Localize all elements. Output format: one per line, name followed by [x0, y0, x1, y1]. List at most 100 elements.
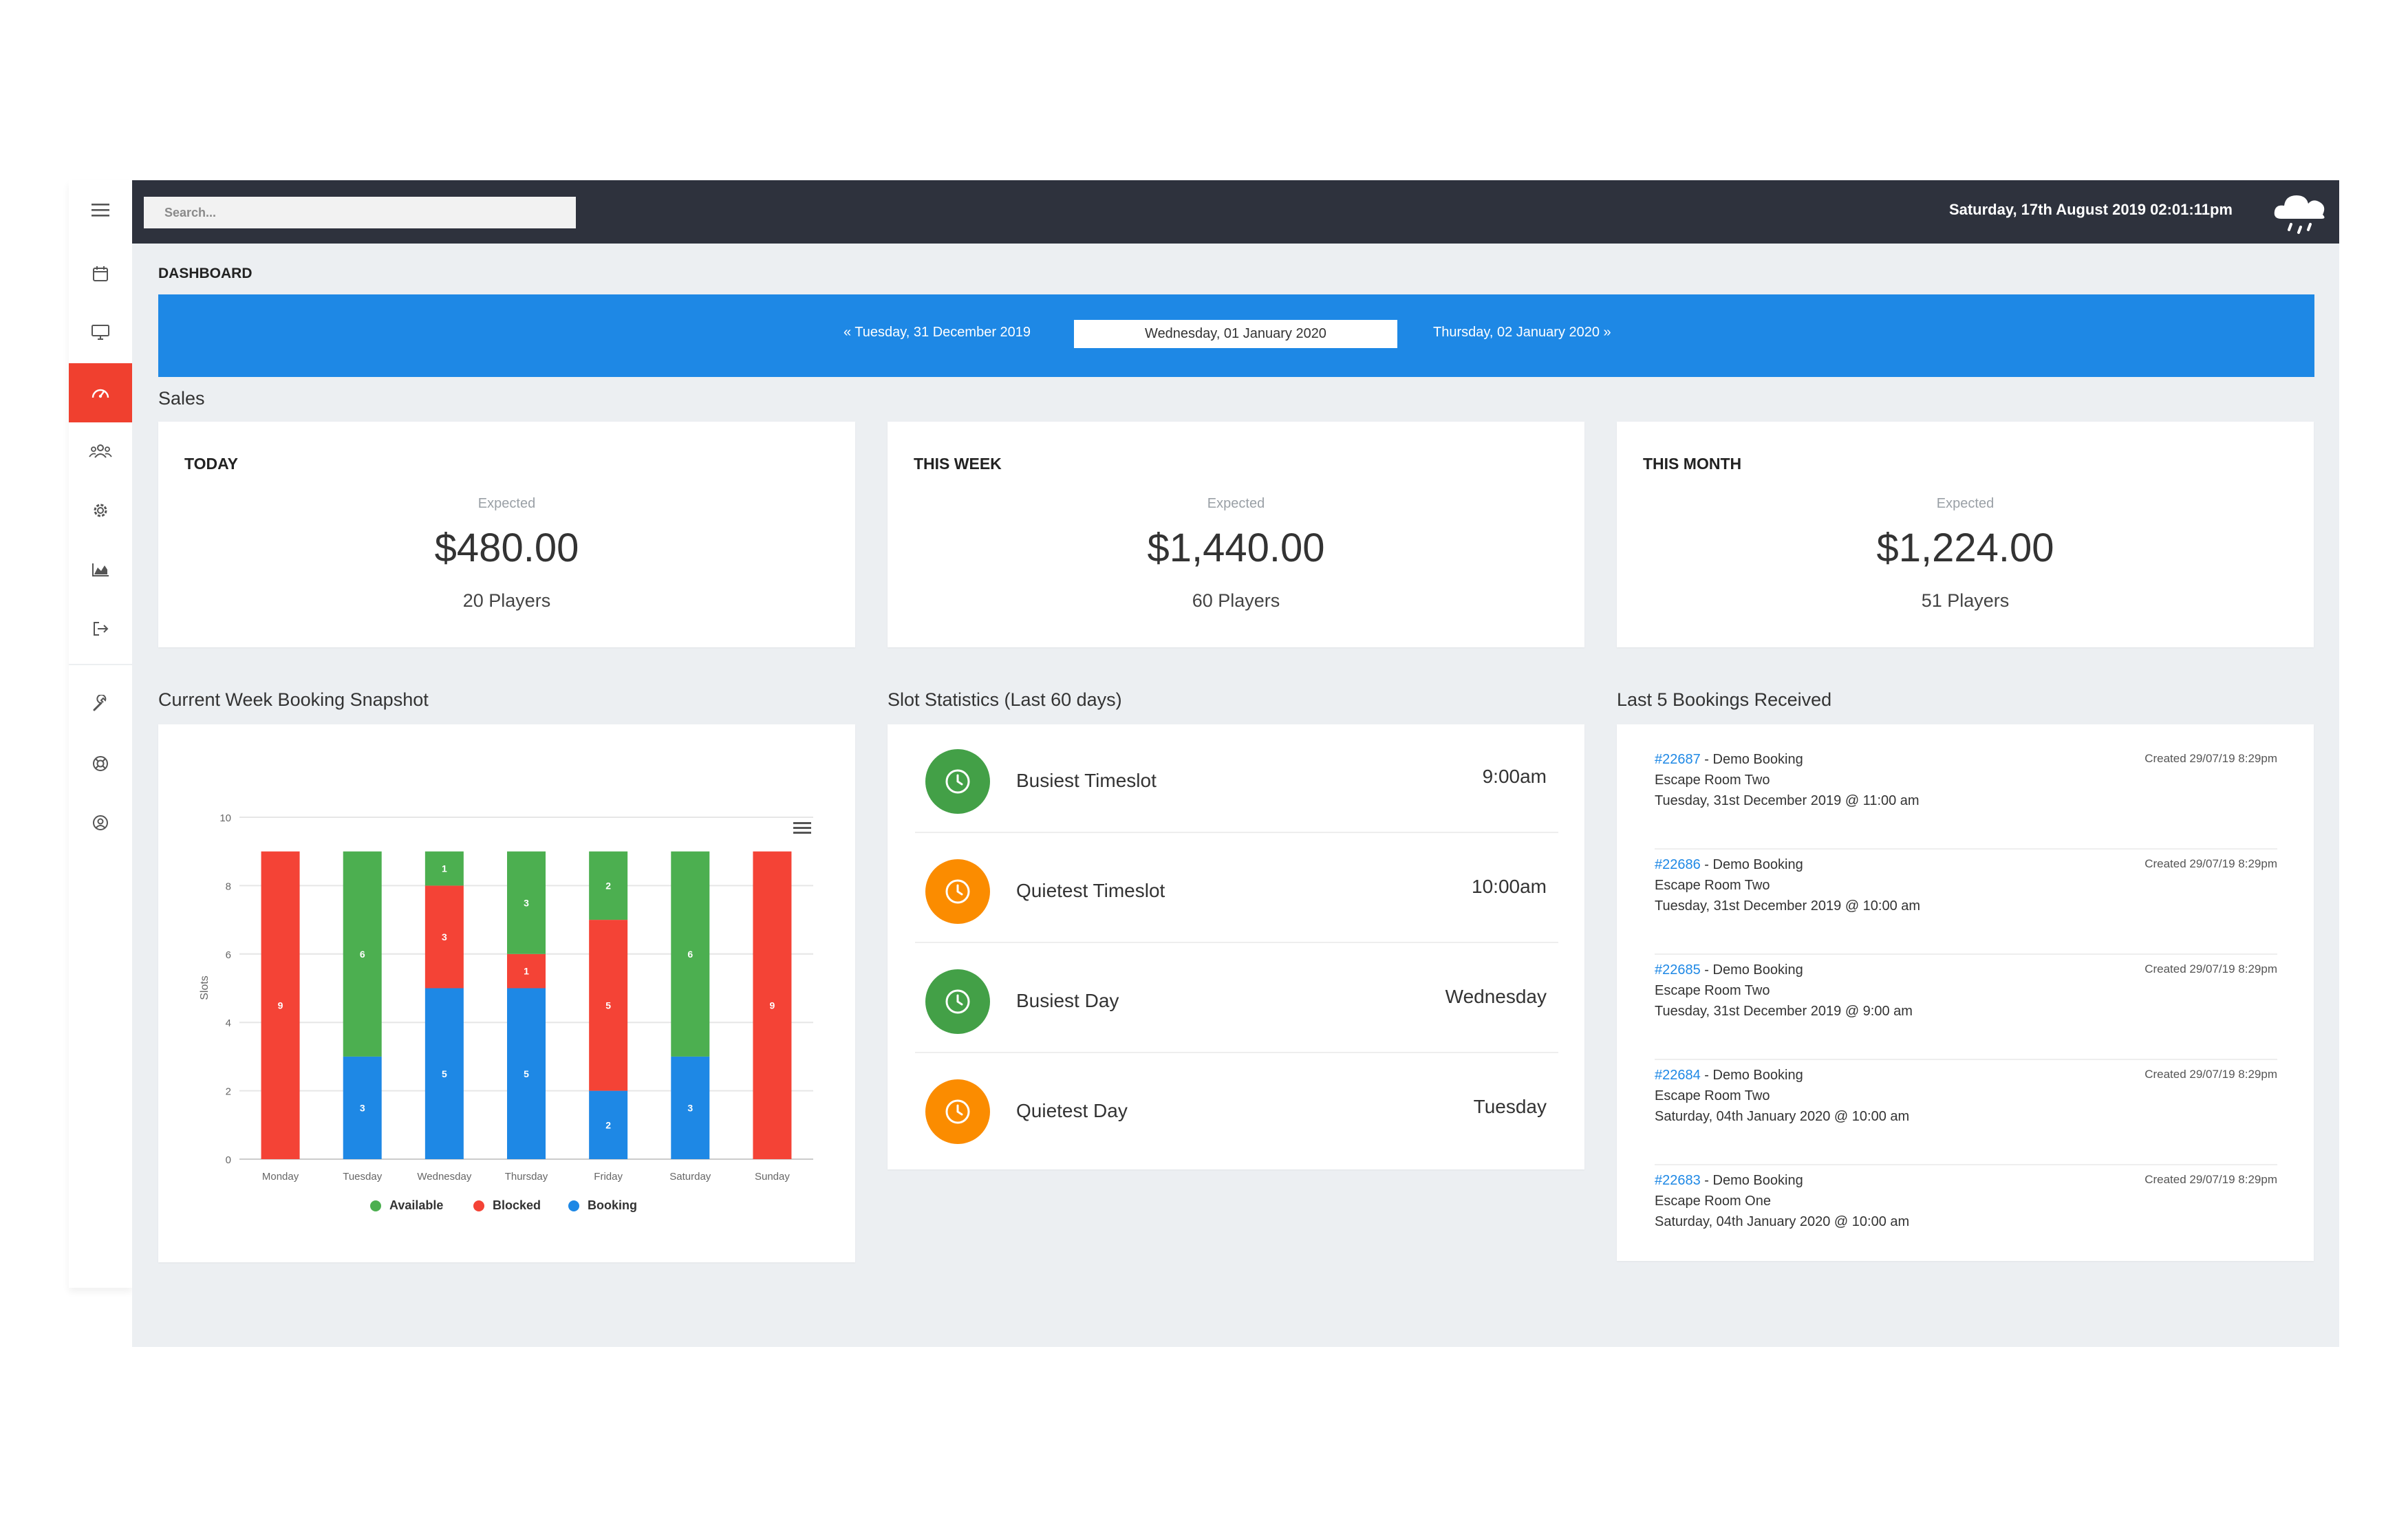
booking-title: - Demo Booking: [1700, 962, 1803, 978]
clock-icon: [945, 769, 970, 794]
booking-snapshot-card: 0 2 4 6 8 10 Slots 9 Monday 3 6 Tuesday 5 3 1 Wednesday…: [158, 724, 855, 1262]
stat-icon-circle: [925, 1079, 990, 1144]
sidebar-item-users[interactable]: [69, 422, 132, 481]
booking-room: Escape Room Two: [1655, 878, 1770, 893]
bar-data-label: 2: [605, 1119, 611, 1130]
booking-room: Escape Room Two: [1655, 983, 1770, 998]
sales-amount: $480.00: [434, 526, 579, 570]
row-divider: [1655, 1164, 2277, 1165]
bar-data-label: 5: [605, 1000, 611, 1011]
x-tick-label: Saturday: [669, 1171, 711, 1183]
stat-busiest-timeslot: Busiest Timeslot 9:00am: [915, 724, 1558, 833]
stat-icon-circle: [925, 749, 990, 814]
legend-item-blocked[interactable]: Blocked: [473, 1198, 541, 1213]
row-divider: [915, 832, 1558, 833]
previous-date-link[interactable]: « Tuesday, 31 December 2019: [843, 325, 1031, 340]
booking-id-link[interactable]: #22687: [1655, 752, 1701, 767]
booking-created: Created 29/07/19 8:29pm: [2144, 752, 2277, 765]
booking-time: Saturday, 04th January 2020 @ 10:00 am: [1655, 1214, 1910, 1229]
current-date[interactable]: Wednesday, 01 January 2020: [1074, 320, 1397, 348]
bar-data-label: 9: [278, 1000, 283, 1011]
y-tick-label: 4: [226, 1017, 231, 1029]
bar-segment-available: [343, 851, 382, 1057]
stat-label: Busiest Timeslot: [1016, 770, 1157, 791]
current-datetime: Saturday, 17th August 2019 02:01:11pm: [1948, 201, 2233, 218]
booking-item[interactable]: #22684 - Demo Booking Escape Room Two Sa…: [1655, 1061, 2277, 1165]
booking-title-line: #22686 - Demo Booking: [1655, 857, 1803, 873]
sidebar-item-logout[interactable]: [69, 599, 132, 658]
booking-title: - Demo Booking: [1700, 1068, 1803, 1083]
sidebar-item-reports[interactable]: [69, 540, 132, 599]
booking-room: Escape Room Two: [1655, 1088, 1770, 1103]
booking-id-link[interactable]: #22683: [1655, 1173, 1701, 1188]
legend-label: Blocked: [493, 1198, 541, 1212]
bar-segment-booking: [507, 988, 546, 1159]
sidebar-item-account[interactable]: [69, 793, 132, 852]
y-tick-label: 10: [219, 812, 231, 824]
recent-bookings-card: #22687 - Demo Booking Escape Room Two Tu…: [1617, 724, 2314, 1261]
x-tick-label: Wednesday: [417, 1171, 471, 1183]
bar-segment-available: [671, 851, 710, 1057]
sales-card-today: TODAY Expected $480.00 20 Players: [158, 422, 855, 647]
bar-data-label: 2: [605, 880, 611, 891]
y-tick-label: 0: [226, 1154, 231, 1166]
booking-title: - Demo Booking: [1700, 752, 1803, 767]
sidebar-menu-toggle[interactable]: [69, 180, 132, 239]
stat-value: Tuesday: [1473, 1096, 1547, 1117]
booking-id-link[interactable]: #22684: [1655, 1068, 1701, 1083]
legend-item-booking[interactable]: Booking: [568, 1198, 637, 1213]
stat-label: Quietest Day: [1016, 1100, 1128, 1121]
bar-segment-booking: [343, 1056, 382, 1159]
sidebar-item-monitor[interactable]: [69, 303, 132, 362]
sidebar-item-dashboard[interactable]: [69, 363, 132, 422]
sidebar-item-settings[interactable]: [69, 481, 132, 540]
booking-created: Created 29/07/19 8:29pm: [2144, 857, 2277, 870]
booking-snapshot-chart: 0 2 4 6 8 10 Slots 9 Monday 3 6 Tuesday 5 3 1 Wednesday…: [199, 812, 813, 1183]
booking-time: Saturday, 04th January 2020 @ 10:00 am: [1655, 1109, 1910, 1124]
stats-section-title: Slot Statistics (Last 60 days): [888, 689, 1122, 710]
bar-segment-available: [424, 851, 464, 886]
bar-segment-booking: [424, 988, 464, 1159]
stat-busiest-day: Busiest Day Wednesday: [915, 945, 1558, 1053]
bar-data-label: 1: [524, 966, 529, 977]
booking-item[interactable]: #22683 - Demo Booking Escape Room One Sa…: [1655, 1166, 2277, 1271]
snapshot-section-title: Current Week Booking Snapshot: [158, 689, 429, 710]
sales-card-this-week: THIS WEEK Expected $1,440.00 60 Players: [888, 422, 1584, 647]
booking-id-link[interactable]: #22685: [1655, 962, 1701, 978]
sales-card-label: TODAY: [184, 455, 238, 473]
booking-id-link[interactable]: #22686: [1655, 857, 1701, 872]
bar-segment-available: [589, 851, 628, 920]
legend-item-available[interactable]: Available: [370, 1198, 443, 1213]
expected-label: Expected: [1936, 496, 1995, 511]
players-count: 51 Players: [1921, 590, 2010, 611]
row-divider: [1655, 953, 2277, 955]
booking-title: - Demo Booking: [1700, 1173, 1803, 1188]
booking-item[interactable]: #22687 - Demo Booking Escape Room Two Tu…: [1655, 745, 2277, 850]
row-divider: [915, 1052, 1558, 1053]
x-tick-label: Monday: [262, 1171, 299, 1183]
sales-section-title: Sales: [158, 388, 205, 409]
chart-menu-icon[interactable]: [793, 820, 812, 835]
bar-segment-blocked: [424, 885, 464, 989]
stat-value: 9:00am: [1482, 766, 1547, 787]
sidebar-item-tools[interactable]: [69, 674, 132, 733]
dashboard-gauge-icon: [92, 389, 109, 398]
next-date-link[interactable]: Thursday, 02 January 2020 »: [1433, 325, 1611, 340]
legend-marker: [473, 1200, 484, 1211]
calendar-icon: [93, 266, 108, 281]
sidebar-item-calendar[interactable]: [69, 244, 132, 303]
sidebar-item-support[interactable]: [69, 734, 132, 793]
bar-data-label: 6: [687, 949, 693, 960]
y-tick-label: 2: [226, 1086, 231, 1098]
search-input[interactable]: [144, 197, 576, 228]
booking-title-line: #22684 - Demo Booking: [1655, 1068, 1803, 1083]
x-tick-label: Friday: [594, 1171, 623, 1183]
booking-title-line: #22683 - Demo Booking: [1655, 1173, 1803, 1189]
booking-item[interactable]: #22686 - Demo Booking Escape Room Two Tu…: [1655, 850, 2277, 955]
bar-segment-blocked: [753, 851, 792, 1159]
bar-segment-blocked: [589, 920, 628, 1091]
stat-icon-circle: [925, 859, 990, 924]
date-navigation-bar: « Tuesday, 31 December 2019 Wednesday, 0…: [158, 294, 2314, 377]
booking-created: Created 29/07/19 8:29pm: [2144, 1173, 2277, 1186]
booking-item[interactable]: #22685 - Demo Booking Escape Room Two Tu…: [1655, 956, 2277, 1060]
